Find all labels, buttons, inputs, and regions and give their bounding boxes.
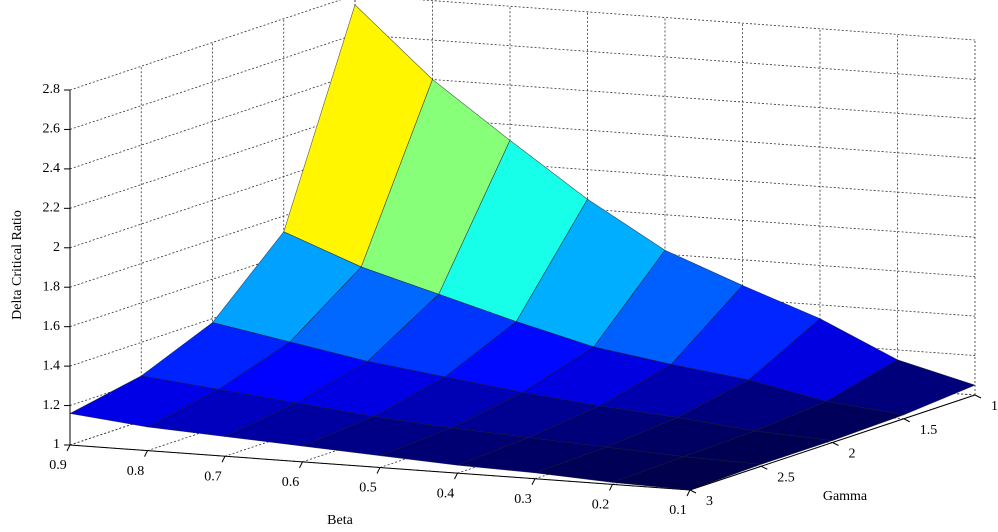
- y-axis-label: Gamma: [823, 489, 868, 504]
- z-tick-label: 1.8: [43, 279, 61, 294]
- x-tick-label: 0.4: [437, 486, 455, 501]
- y-tick-label: 1.5: [920, 423, 938, 438]
- y-tick-label: 1: [991, 399, 998, 414]
- y-tick: [974, 394, 982, 399]
- z-tick-label: 2.2: [43, 201, 61, 216]
- x-tick: [686, 489, 691, 497]
- x-tick: [531, 478, 536, 485]
- y-tick-label: 2: [849, 447, 856, 462]
- x-tick-label: 0.8: [127, 464, 145, 479]
- x-axis-label: Beta: [327, 513, 353, 528]
- z-tick-label: 1.6: [43, 319, 61, 334]
- wall-grid-line: [354, 34, 976, 80]
- z-tick-label: 2: [53, 240, 60, 255]
- surface-patch: [612, 456, 762, 491]
- x-tick-label: 0.1: [669, 503, 687, 518]
- x-tick: [376, 467, 381, 474]
- z-tick-label: 2.4: [43, 161, 61, 176]
- z-tick-label: 1: [53, 437, 60, 452]
- x-tick-label: 0.5: [359, 481, 377, 496]
- x-tick-label: 0.9: [49, 458, 67, 473]
- x-tick: [609, 484, 613, 491]
- y-tick: [689, 489, 697, 494]
- x-tick: [299, 461, 303, 469]
- x-tick-label: 0.3: [514, 492, 532, 507]
- x-tick-label: 0.2: [592, 498, 610, 513]
- x-tick-label: 0.7: [204, 469, 222, 484]
- z-tick-label: 2.6: [43, 122, 61, 137]
- z-tick-label: 1.4: [43, 358, 61, 373]
- x-tick: [66, 444, 71, 452]
- x-tick: [454, 472, 458, 480]
- y-tick: [832, 442, 839, 446]
- x-tick-label: 0.6: [282, 475, 300, 490]
- y-tick: [761, 465, 768, 470]
- z-tick-label: 1.2: [43, 398, 61, 413]
- x-tick: [144, 450, 148, 457]
- y-tick-label: 3: [706, 494, 713, 509]
- y-tick: [903, 418, 910, 423]
- z-tick-label: 2.8: [43, 82, 61, 97]
- z-axis-label: Delta Critical Ratio: [10, 210, 25, 320]
- y-tick-label: 2.5: [777, 470, 795, 485]
- x-tick: [221, 456, 226, 463]
